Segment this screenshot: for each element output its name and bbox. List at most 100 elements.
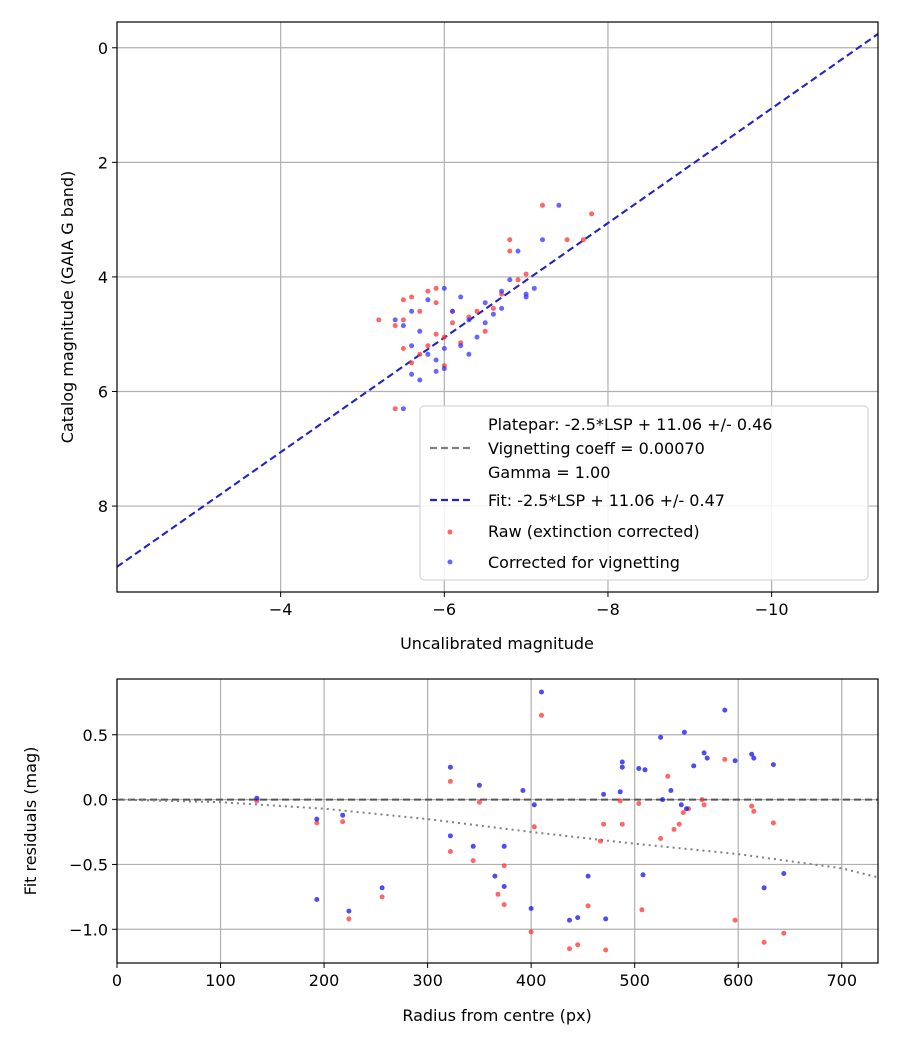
data-point — [425, 343, 431, 349]
data-point — [531, 285, 537, 291]
data-point — [417, 351, 423, 357]
data-point — [603, 916, 609, 922]
x-tick-label: 200 — [309, 971, 340, 990]
y-tick-label: 6 — [98, 382, 108, 401]
data-point — [400, 317, 406, 323]
bottom-data-points — [254, 689, 787, 953]
data-point — [531, 802, 537, 808]
bottom-y-ticks: 0.5 0.0 −0.5 −1.0 — [69, 726, 117, 939]
data-point — [376, 317, 382, 323]
x-tick-label: 600 — [723, 971, 754, 990]
data-point — [567, 917, 572, 923]
data-point — [770, 762, 776, 768]
data-point — [564, 237, 570, 243]
data-point — [601, 791, 607, 797]
data-point — [781, 930, 787, 936]
data-point — [466, 351, 472, 357]
top-grid — [117, 22, 878, 592]
data-point — [732, 917, 738, 923]
y-tick-label: 0.5 — [83, 726, 108, 745]
bottom-x-ticks: 0 100 200 300 400 500 600 700 — [112, 963, 857, 990]
line-fit — [117, 33, 878, 568]
data-point — [417, 328, 423, 334]
x-tick-label: 100 — [205, 971, 236, 990]
data-point — [567, 946, 572, 952]
data-point — [617, 798, 623, 804]
legend-box — [419, 405, 869, 581]
data-point — [458, 294, 464, 300]
data-point — [495, 891, 501, 897]
legend-raw-label: Raw (extinction corrected) — [488, 522, 700, 541]
data-point — [531, 824, 537, 830]
legend-vignetting-label: Vignetting coeff = 0.00070 — [488, 439, 705, 458]
y-tick-label: 4 — [98, 268, 108, 287]
data-point — [539, 689, 544, 695]
data-point — [501, 843, 507, 849]
data-point — [346, 908, 352, 914]
data-point — [400, 346, 406, 351]
data-point — [441, 285, 447, 291]
data-point — [433, 300, 439, 306]
data-point — [585, 903, 591, 909]
bottom-y-axis-label: Fit residuals (mag) — [21, 747, 40, 896]
data-point — [392, 406, 398, 412]
data-point — [699, 797, 705, 803]
data-point — [409, 294, 415, 300]
y-tick-label: 2 — [98, 153, 108, 172]
data-point — [474, 308, 480, 314]
data-point — [528, 929, 534, 935]
data-point — [603, 947, 609, 953]
top-y-axis-label: Catalog magnitude (GAIA G band) — [58, 171, 77, 443]
data-point — [441, 366, 447, 372]
data-point — [681, 729, 687, 735]
data-point — [636, 766, 642, 771]
data-point — [642, 767, 648, 773]
data-point — [601, 821, 607, 827]
data-point — [515, 248, 521, 254]
top-fit-lines — [117, 33, 878, 568]
data-point — [254, 795, 260, 801]
data-point — [701, 802, 707, 808]
data-point — [539, 712, 544, 718]
data-point — [425, 351, 431, 357]
data-point — [501, 884, 507, 889]
data-point — [575, 915, 581, 921]
data-point — [392, 323, 398, 329]
data-point — [575, 942, 581, 948]
data-point — [470, 843, 476, 849]
data-point — [340, 819, 346, 825]
data-point — [684, 806, 689, 812]
data-point — [704, 755, 710, 761]
data-point — [701, 750, 707, 756]
data-point — [636, 801, 642, 806]
data-point — [540, 237, 545, 243]
top-y-ticks: 0 2 4 6 8 — [98, 39, 117, 516]
data-point — [751, 808, 757, 814]
data-point — [409, 343, 415, 349]
data-point — [441, 334, 447, 340]
data-point — [761, 885, 767, 891]
data-point — [501, 863, 507, 869]
data-point — [619, 821, 625, 827]
data-point — [585, 873, 591, 879]
top-x-axis-label: Uncalibrated magnitude — [400, 634, 594, 653]
data-point — [400, 406, 406, 412]
data-point — [490, 311, 496, 317]
data-point — [660, 797, 666, 803]
data-point — [433, 357, 439, 363]
data-point — [476, 782, 482, 788]
legend-corrected-marker — [447, 559, 453, 565]
bottom-x-axis-label: Radius from centre (px) — [402, 1006, 591, 1025]
top-data-points — [376, 202, 595, 412]
data-point — [507, 248, 513, 254]
data-point — [499, 305, 505, 311]
data-point — [619, 759, 625, 765]
y-tick-label: 0.0 — [83, 791, 108, 810]
x-tick-label: −4 — [269, 600, 293, 619]
data-point — [447, 764, 453, 770]
bottom-reference-lines — [117, 798, 878, 879]
data-point — [507, 237, 513, 243]
y-tick-label: −0.5 — [69, 855, 108, 874]
data-point — [499, 288, 505, 294]
